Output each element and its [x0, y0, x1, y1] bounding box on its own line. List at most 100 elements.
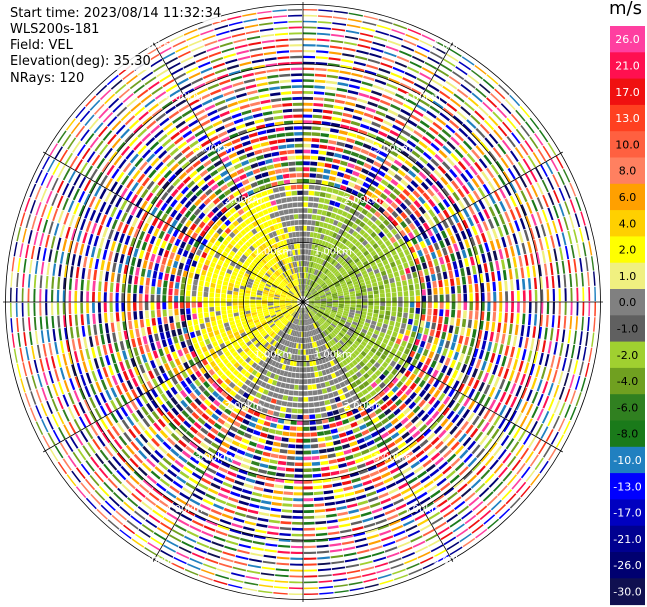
ppi-gate	[75, 326, 80, 338]
ppi-gate	[411, 344, 418, 352]
ppi-gate	[425, 88, 437, 97]
ppi-gate	[388, 487, 399, 495]
ppi-gate	[378, 231, 385, 239]
ppi-gate	[308, 243, 312, 250]
ppi-gate	[553, 248, 558, 262]
ppi-gate	[381, 451, 391, 459]
ppi-gate	[135, 267, 140, 276]
ppi-gate	[200, 441, 209, 450]
ppi-gate	[314, 335, 318, 341]
ppi-gate	[288, 593, 303, 596]
ppi-gate	[174, 254, 181, 262]
ppi-gate	[322, 247, 327, 253]
ppi-gate	[471, 265, 477, 275]
ppi-gate	[89, 397, 97, 409]
ppi-gate	[303, 20, 317, 23]
ppi-gate	[422, 222, 430, 231]
ppi-gate	[165, 330, 171, 339]
ppi-gate	[69, 378, 76, 391]
ppi-gate	[467, 216, 475, 227]
ppi-gate	[374, 421, 383, 429]
ppi-gate	[306, 355, 310, 361]
ppi-gate	[538, 441, 547, 455]
ppi-gate	[327, 327, 332, 333]
ppi-gate	[439, 355, 446, 364]
ppi-gate	[441, 161, 451, 171]
ppi-gate	[390, 466, 400, 474]
ppi-gate	[312, 473, 322, 478]
ppi-gate	[22, 317, 25, 332]
ppi-gate	[561, 329, 566, 343]
ppi-gate	[407, 278, 413, 285]
ppi-gate	[108, 251, 114, 262]
ppi-gate	[289, 348, 294, 354]
ppi-gate	[165, 400, 174, 409]
ppi-gate	[115, 302, 119, 312]
ppi-gate	[268, 519, 280, 524]
ppi-gate	[449, 98, 461, 108]
ppi-gate	[467, 412, 475, 422]
ppi-gate	[292, 396, 298, 402]
ppi-gate	[354, 315, 360, 320]
ppi-gate	[429, 421, 438, 431]
ppi-gate	[309, 360, 314, 367]
ppi-gate	[336, 505, 347, 511]
ppi-gate	[464, 336, 470, 346]
ppi-gate	[504, 394, 512, 406]
ppi-gate	[232, 566, 247, 572]
ppi-gate	[361, 270, 368, 276]
ppi-gate	[291, 527, 303, 531]
ppi-gate	[197, 262, 203, 269]
ppi-gate	[436, 249, 443, 258]
ppi-gate	[45, 357, 51, 371]
ppi-gate	[312, 467, 321, 472]
ppi-gate	[255, 392, 262, 399]
ppi-gate	[332, 268, 338, 274]
ppi-gate	[191, 337, 198, 344]
ppi-gate	[523, 229, 530, 242]
ppi-gate	[270, 353, 276, 360]
ppi-gate	[346, 397, 354, 404]
ppi-gate	[308, 297, 314, 300]
ppi-gate	[306, 361, 310, 367]
ppi-gate	[506, 136, 516, 148]
ppi-gate	[268, 358, 274, 365]
ppi-gate	[440, 531, 453, 541]
ppi-gate	[386, 329, 393, 336]
ppi-gate	[215, 451, 225, 459]
ppi-gate	[259, 463, 269, 469]
ppi-gate	[477, 264, 483, 274]
ppi-gate	[122, 223, 129, 234]
ppi-gate	[59, 149, 68, 163]
ppi-gate	[136, 337, 143, 346]
ppi-gate	[265, 350, 271, 357]
ppi-gate	[312, 308, 318, 313]
ppi-gate	[175, 497, 187, 505]
ppi-gate	[207, 487, 219, 495]
ppi-gate	[535, 252, 541, 264]
ppi-gate	[444, 172, 453, 182]
ppi-gate	[186, 308, 191, 315]
ppi-gate	[28, 361, 33, 375]
ppi-gate	[380, 297, 386, 302]
ppi-gate	[229, 412, 238, 419]
ppi-gate	[462, 537, 476, 548]
ppi-gate	[425, 506, 438, 515]
ppi-gate	[509, 181, 517, 194]
ppi-gate	[401, 431, 410, 440]
ppi-gate	[329, 340, 334, 347]
ppi-gate	[526, 389, 533, 402]
ppi-gate	[408, 440, 418, 449]
ppi-gate	[122, 350, 128, 360]
ppi-gate	[546, 368, 553, 381]
ppi-gate	[579, 361, 584, 376]
ppi-gate	[396, 55, 410, 63]
ppi-gate	[314, 305, 320, 309]
ppi-gate	[415, 434, 425, 443]
ppi-gate	[534, 457, 544, 471]
ppi-gate	[316, 245, 321, 251]
ppi-gate	[250, 296, 256, 300]
ppi-gate	[204, 317, 210, 323]
ppi-gate	[348, 416, 356, 423]
ppi-gate	[372, 84, 385, 91]
